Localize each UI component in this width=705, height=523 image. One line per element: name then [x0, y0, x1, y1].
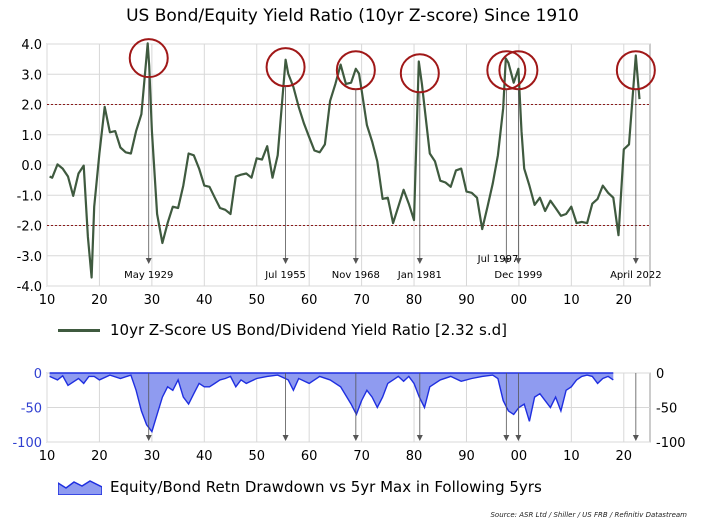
top-y-tick-label: -2.0 [17, 220, 42, 235]
annotation-arrowhead [282, 258, 289, 264]
bottom-marker-arrowhead [503, 435, 510, 441]
top-x-tick-label: 10 [563, 293, 580, 308]
top-x-tick-label: 60 [301, 293, 318, 308]
bottom-x-tick-label: 20 [91, 449, 108, 464]
bottom-x-tick-label: 80 [406, 449, 423, 464]
bottom-x-tick-label: 60 [301, 449, 318, 464]
top-x-tick-label: 30 [144, 293, 161, 308]
bottom-x-tick-label: 20 [616, 449, 633, 464]
annotation-label: Nov 1968 [332, 270, 380, 281]
bottom-x-tick-label: 90 [458, 449, 475, 464]
top-x-tick-label: 00 [511, 293, 528, 308]
legend-drawdown-label: Equity/Bond Retn Drawdown vs 5yr Max in … [110, 478, 542, 496]
zscore-series-line [49, 42, 641, 279]
bottom-marker-arrowhead [515, 435, 522, 441]
top-x-tick-label: 50 [248, 293, 265, 308]
top-y-tick-label: 1.0 [21, 129, 42, 144]
source-note: Source: ASR Ltd / Shiller / US FRB / Ref… [490, 511, 687, 519]
top-x-tick-label: 10 [39, 293, 56, 308]
top-x-tick-label: 20 [91, 293, 108, 308]
bottom-marker-arrowhead [632, 435, 639, 441]
bottom-x-tick-label: 40 [196, 449, 213, 464]
legend-zscore-swatch [58, 328, 100, 332]
top-x-tick-label: 70 [353, 293, 370, 308]
top-y-tick-label: -1.0 [17, 189, 42, 204]
bottom-y-tick-label-right: -100 [656, 436, 686, 451]
bottom-y-tick-label-left: -50 [21, 402, 42, 417]
annotation-arrowhead [515, 258, 522, 264]
annotation-label: Dec 1999 [494, 270, 542, 281]
top-x-tick-label: 20 [616, 293, 633, 308]
drawdown-area [49, 373, 614, 432]
annotation-label: Jul 1997 [477, 254, 519, 265]
top-y-tick-label: 3.0 [21, 68, 42, 83]
bottom-marker-arrowhead [352, 435, 359, 441]
bottom-y-tick-label-left: 0 [34, 367, 42, 382]
bottom-y-tick-label-right: 0 [656, 367, 664, 382]
annotation-arrowhead [503, 258, 510, 264]
annotation-label: Jul 1955 [264, 270, 306, 281]
drawdown-edge-line [49, 374, 614, 434]
bottom-x-tick-label: 10 [39, 449, 56, 464]
top-y-tick-label: 2.0 [21, 99, 42, 114]
legend-zscore: 10yr Z-Score US Bond/Dividend Yield Rati… [58, 321, 507, 339]
top-x-tick-label: 40 [196, 293, 213, 308]
legend-zscore-label: 10yr Z-Score US Bond/Dividend Yield Rati… [110, 321, 507, 339]
annotation-label: Jan 1981 [397, 270, 442, 281]
bottom-y-tick-label-left: -100 [12, 436, 42, 451]
bottom-x-tick-label: 50 [248, 449, 265, 464]
annotation-label: May 1929 [124, 270, 173, 281]
annotation-arrowhead [416, 258, 423, 264]
bottom-x-tick-label: 00 [511, 449, 528, 464]
bottom-marker-arrowhead [282, 435, 289, 441]
top-x-tick-label: 80 [406, 293, 423, 308]
bottom-x-tick-label: 70 [353, 449, 370, 464]
top-x-tick-label: 90 [458, 293, 475, 308]
annotation-arrowhead [632, 258, 639, 264]
top-y-tick-label: 4.0 [21, 38, 42, 53]
bottom-y-tick-label-right: -50 [656, 402, 677, 417]
top-y-tick-label: 0.0 [21, 159, 42, 174]
annotation-arrowhead [145, 258, 152, 264]
bottom-x-tick-label: 30 [144, 449, 161, 464]
annotation-label: April 2022 [610, 270, 661, 281]
bottom-marker-arrowhead [416, 435, 423, 441]
top-y-tick-label: -3.0 [17, 250, 42, 265]
top-y-tick-label: -4.0 [17, 280, 42, 295]
chart-title: US Bond/Equity Yield Ratio (10yr Z-score… [126, 6, 579, 26]
annotation-arrowhead [352, 258, 359, 264]
bottom-marker-arrowhead [145, 435, 152, 441]
legend-drawdown: Equity/Bond Retn Drawdown vs 5yr Max in … [58, 478, 542, 496]
bottom-x-tick-label: 10 [563, 449, 580, 464]
legend-drawdown-swatch [58, 480, 102, 495]
